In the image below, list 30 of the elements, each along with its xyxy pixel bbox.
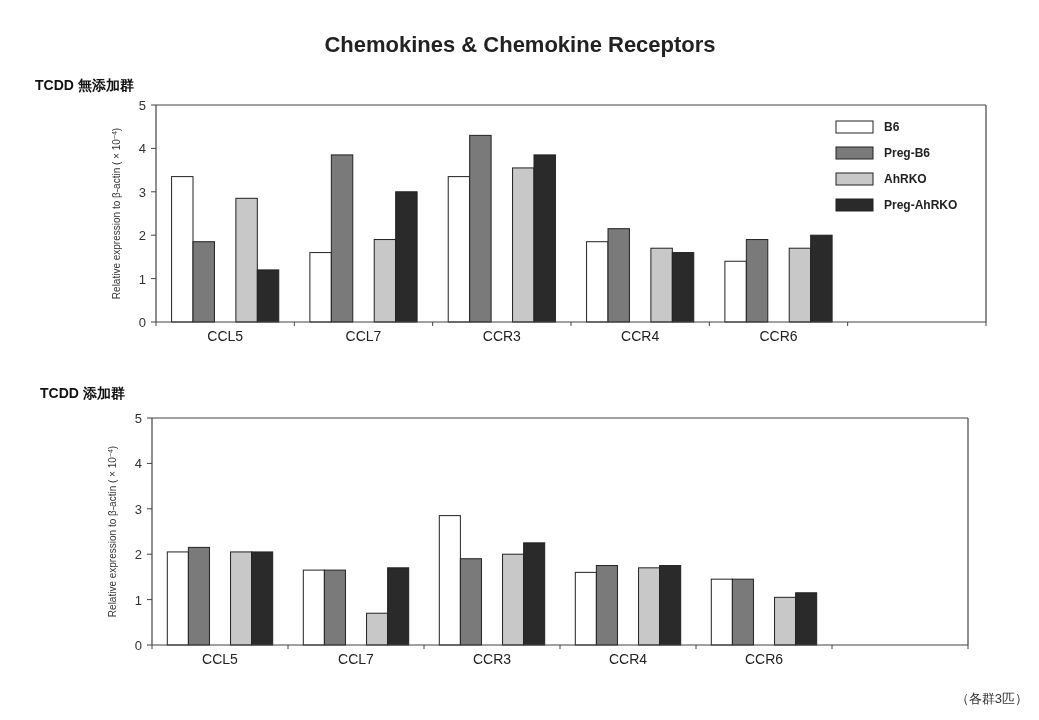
- x-tick-label: CCR3: [472, 651, 512, 667]
- y-tick-label: 2: [134, 547, 142, 563]
- y-tick-label: 4: [134, 456, 142, 472]
- y-tick-label: 5: [138, 98, 146, 113]
- y-tick-label: 0: [138, 315, 146, 330]
- x-tick-label: CCL7: [345, 328, 382, 344]
- x-tick-label: CCR3: [482, 328, 522, 344]
- y-tick-label: 2: [138, 228, 146, 244]
- chart-subtitle: TCDD 無添加群: [35, 77, 134, 93]
- x-tick-label: CCL5: [207, 328, 244, 344]
- legend-label: Preg-B6: [884, 146, 931, 160]
- y-tick-label: 5: [134, 411, 142, 426]
- x-tick-label: CCR4: [621, 328, 660, 344]
- y-tick-label: 3: [134, 501, 142, 517]
- x-tick-label: CCR6: [759, 328, 798, 344]
- legend-label: B6: [884, 120, 900, 134]
- legend-label: AhRKO: [884, 172, 927, 186]
- chart-title: Chemokines & Chemokine Receptors: [324, 32, 716, 57]
- y-tick-label: 1: [138, 271, 146, 287]
- y-tick-label: 3: [138, 184, 146, 200]
- x-tick-label: CCL5: [202, 651, 239, 667]
- y-tick-label: 1: [134, 592, 142, 608]
- x-tick-label: CCL7: [338, 651, 375, 667]
- x-tick-label: CCR6: [744, 651, 784, 667]
- x-tick-label: CCR4: [608, 651, 648, 667]
- text: （各群3匹）: [955, 691, 1028, 706]
- y-tick-label: 0: [134, 638, 142, 653]
- y-tick-label: 4: [138, 141, 146, 157]
- legend-label: Preg-AhRKO: [884, 198, 958, 212]
- chart-subtitle: TCDD 添加群: [40, 385, 125, 401]
